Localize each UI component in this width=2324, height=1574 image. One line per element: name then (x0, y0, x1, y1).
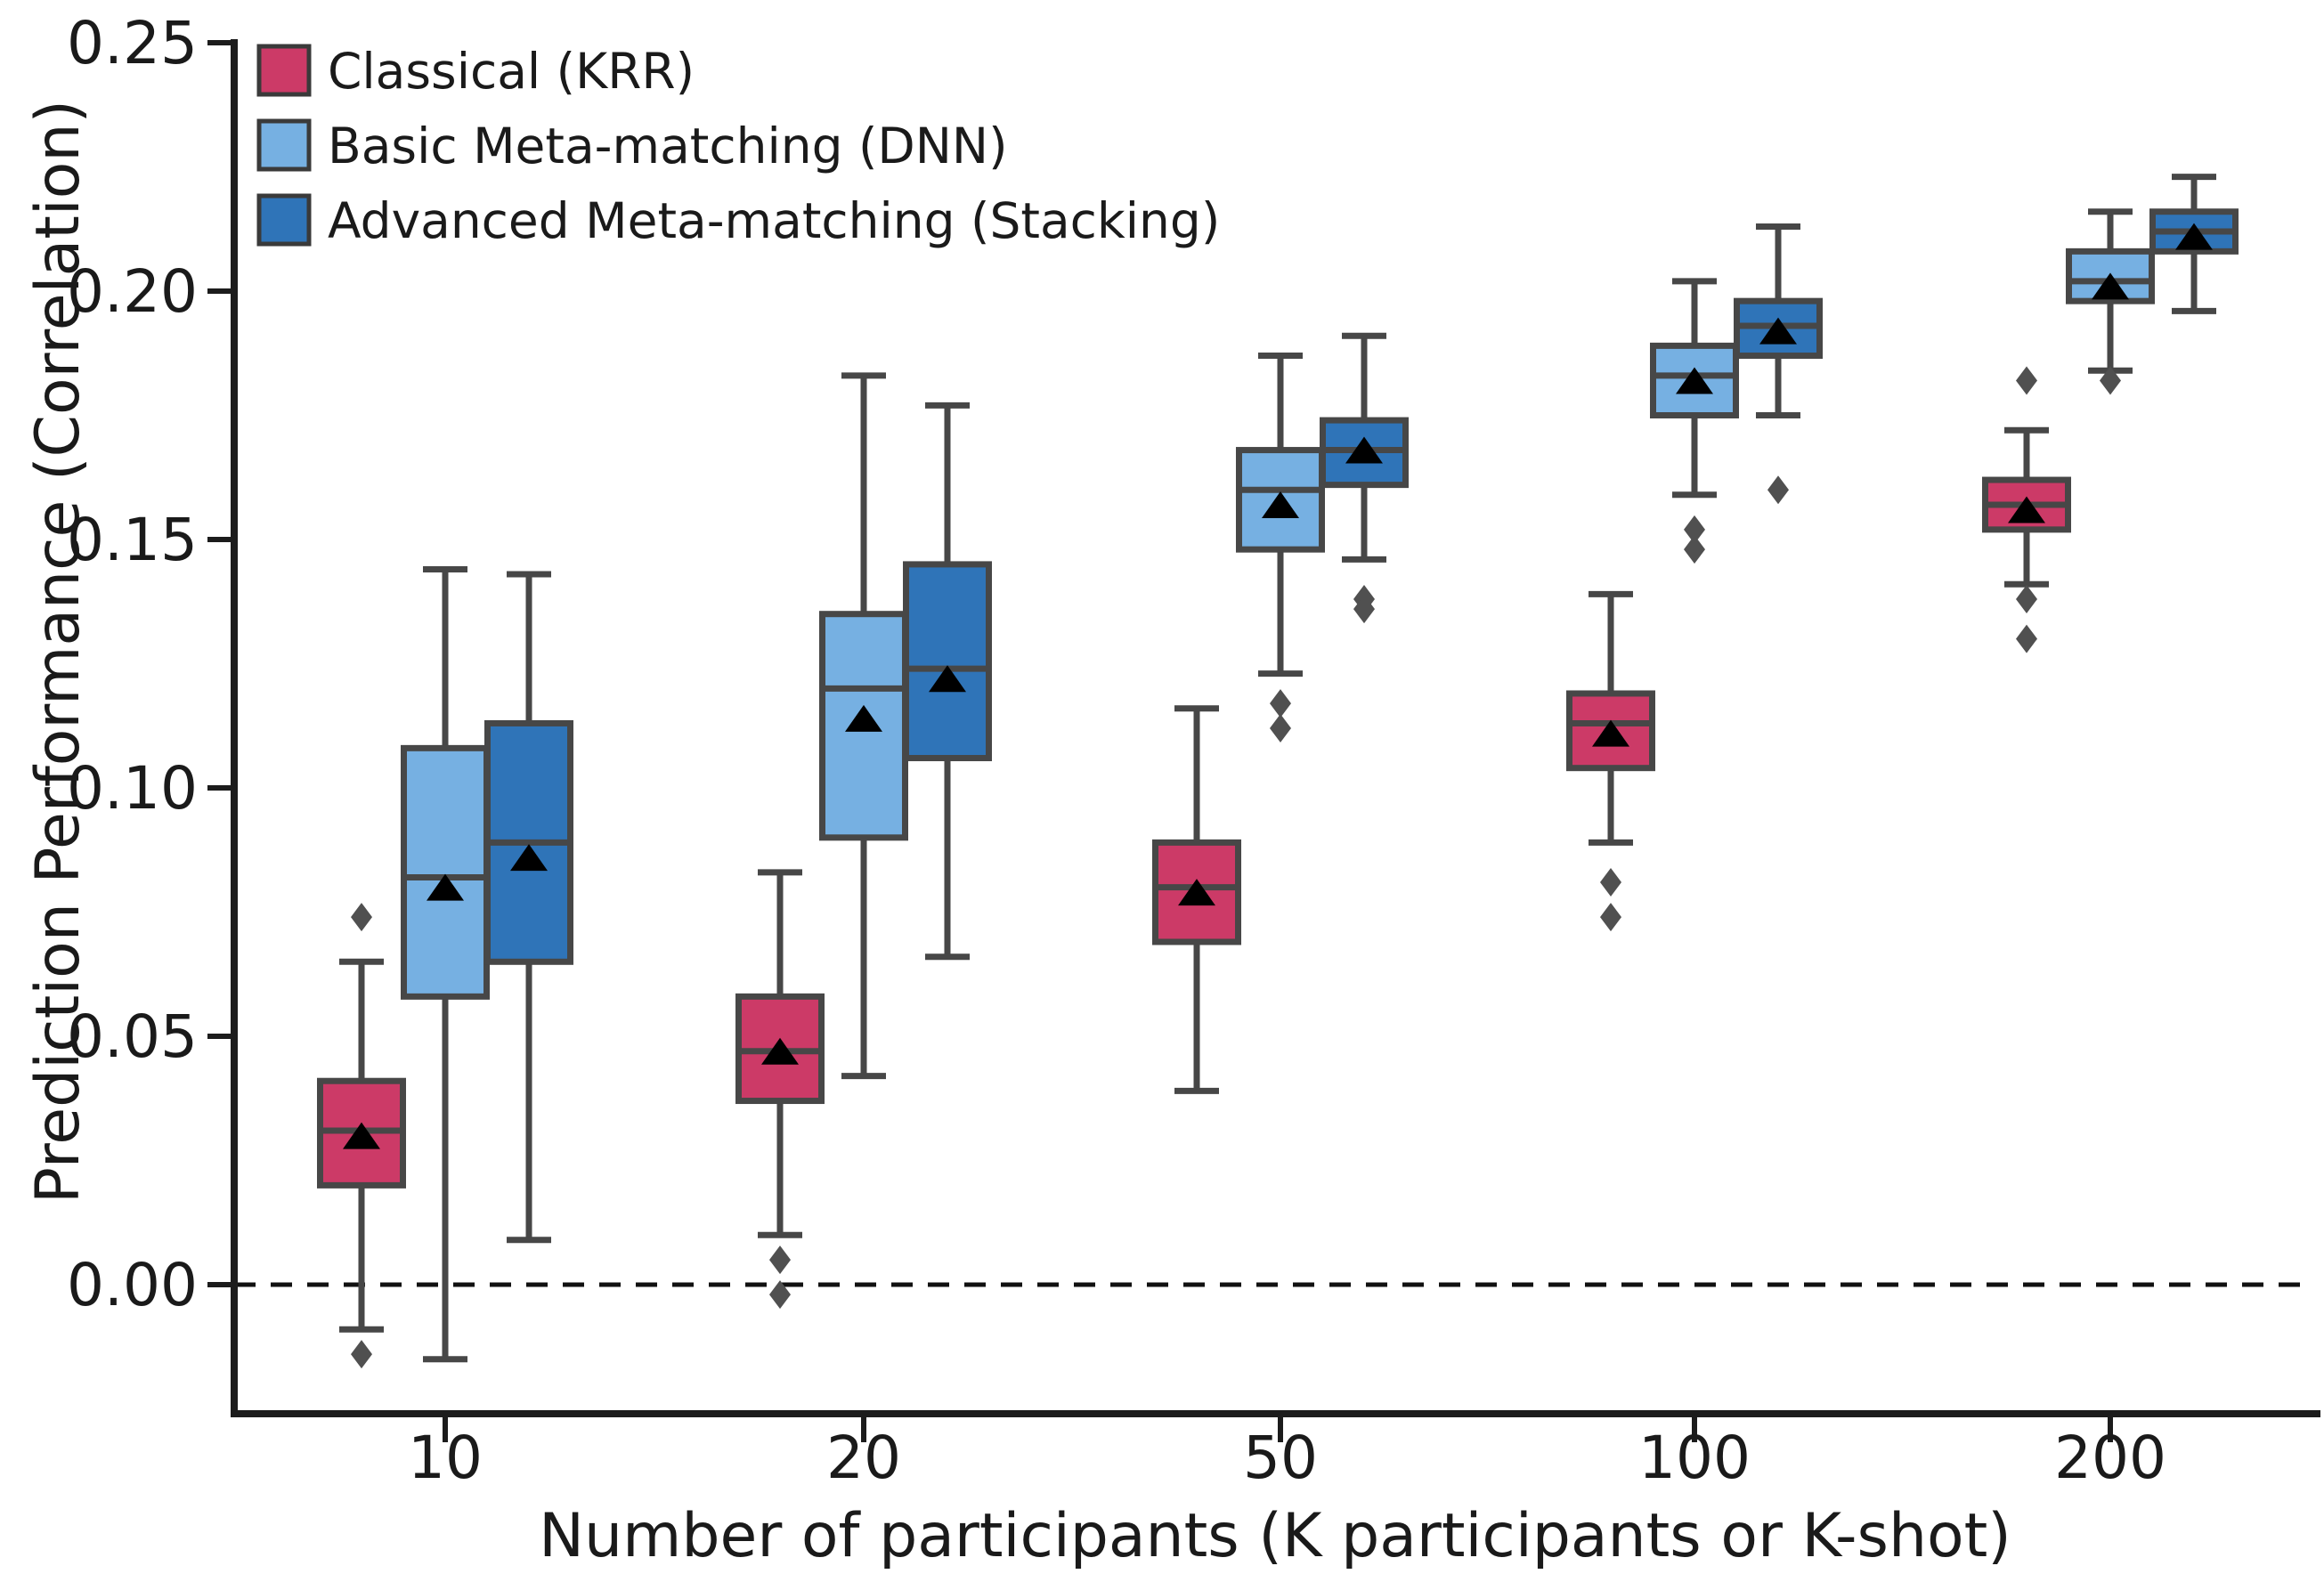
x-tick-label: 20 (826, 1424, 901, 1492)
box-group-10-series-0 (317, 903, 406, 1369)
mean-marker (2092, 272, 2129, 300)
box-group-20-series-1 (819, 372, 908, 1080)
box (903, 561, 992, 762)
box-group-200-series-2 (2149, 174, 2239, 314)
mean-marker (2008, 496, 2045, 523)
box-group-100-series-0 (1566, 590, 1655, 932)
outlier-marker (2016, 584, 2037, 613)
legend-swatch (256, 44, 312, 97)
mean-marker (1345, 436, 1383, 464)
outlier-marker (2016, 366, 2037, 395)
mean-marker (929, 665, 966, 693)
outlier-marker (769, 1280, 791, 1310)
mean-marker (1592, 719, 1629, 747)
y-tick-label: 0.10 (67, 754, 198, 823)
y-axis-title: Prediction Performance (Correlation) (23, 100, 93, 1204)
legend-label: Basic Meta-matching (DNN) (328, 118, 1008, 174)
axes-layer: 0.00 0.05 0.10 0.15 0.20 0.25 10 20 50 100 200 (67, 9, 2320, 1492)
box-group-200-series-1 (2066, 208, 2155, 395)
legend: Classical (KRR) Basic Meta-matching (DNN)… (256, 43, 1220, 249)
box-group-50-series-0 (1152, 705, 1241, 1094)
x-tick-label: 10 (408, 1424, 483, 1492)
outlier-marker (769, 1245, 791, 1275)
outlier-marker (1600, 903, 1621, 932)
outlier-marker (2100, 366, 2121, 395)
mean-marker (1178, 879, 1215, 906)
outlier-marker (1684, 535, 1705, 564)
outlier-marker (2016, 624, 2037, 653)
legend-item: Classical (KRR) (256, 43, 695, 100)
y-tick-label: 0.25 (67, 9, 198, 77)
box-group-20-series-0 (735, 869, 825, 1310)
mean-marker (845, 704, 882, 732)
box-group-100-series-1 (1650, 278, 1739, 564)
legend-label: Advanced Meta-matching (Stacking) (328, 192, 1220, 249)
mean-marker (510, 844, 548, 872)
y-tick-label: 0.00 (67, 1251, 198, 1319)
box-group-10-series-2 (484, 571, 573, 1244)
x-tick-label: 50 (1243, 1424, 1318, 1492)
outlier-marker (1353, 595, 1375, 624)
box-group-50-series-1 (1236, 353, 1325, 743)
x-axis-title: Number of participants (K participants o… (539, 1501, 2011, 1571)
outlier-marker (351, 1340, 372, 1369)
x-tick-label: 200 (2054, 1424, 2166, 1492)
box-group-50-series-2 (1320, 332, 1409, 624)
legend-label: Classical (KRR) (328, 43, 695, 100)
y-tick-label: 0.15 (67, 506, 198, 574)
box-group-20-series-2 (903, 402, 992, 961)
y-tick-label: 0.20 (67, 257, 198, 326)
mean-marker (1676, 367, 1713, 394)
mean-marker (343, 1122, 380, 1149)
outlier-marker (1600, 868, 1621, 897)
outlier-marker (351, 903, 372, 932)
outlier-marker (1270, 689, 1291, 718)
box-group-10-series-1 (401, 565, 490, 1363)
mean-marker (1262, 491, 1299, 518)
legend-item: Advanced Meta-matching (Stacking) (256, 192, 1220, 249)
outlier-marker (1270, 714, 1291, 743)
mean-marker (2175, 223, 2213, 250)
y-tick-label: 0.05 (67, 1002, 198, 1071)
box (401, 744, 490, 1000)
outlier-marker (1684, 515, 1705, 544)
legend-swatch (256, 118, 312, 172)
legend-item: Basic Meta-matching (DNN) (256, 118, 1008, 174)
x-tick-label: 100 (1638, 1424, 1751, 1492)
mean-marker (761, 1037, 799, 1065)
boxes-layer (317, 174, 2239, 1369)
mean-marker (427, 873, 464, 901)
mean-marker (1759, 317, 1797, 345)
legend-swatch (256, 193, 312, 247)
outlier-marker (1767, 475, 1789, 505)
box-group-200-series-0 (1982, 366, 2071, 653)
box-group-100-series-2 (1734, 223, 1823, 505)
